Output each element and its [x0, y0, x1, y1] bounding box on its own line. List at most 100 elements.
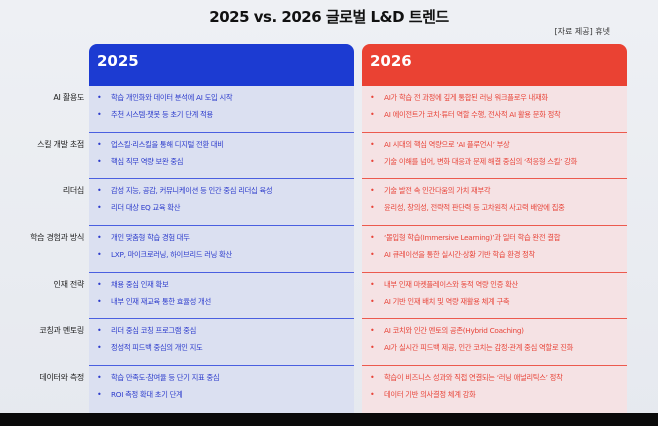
bullet-icon: • [370, 233, 375, 243]
list-item: • 학습이 비즈니스 성과와 직접 연결되는 ‘러닝 애널리틱스’ 정착 [362, 372, 627, 389]
bullet-icon: • [97, 156, 102, 166]
item-text: 기술 발전 속 인간다움의 가치 재부각 [384, 186, 491, 196]
bullet-icon: • [370, 139, 375, 149]
bullet-icon: • [370, 279, 375, 289]
item-text: 정성적 피드백 중심의 개인 지도 [111, 343, 203, 353]
column-header-2025: 2025 [89, 44, 354, 86]
list-item: • 기술 이해를 넘어, 변화 대응과 문제 해결 중심의 ‘적응형 스킬’ 강화 [362, 156, 627, 173]
bullet-icon: • [370, 343, 375, 353]
list-item: • 내부 인재 재교육 통한 효율성 개선 [89, 296, 354, 313]
column-header-2026: 2026 [362, 44, 627, 86]
list-item: • AI 기반 인재 배치 및 역량 재활용 체계 구축 [362, 296, 627, 313]
category-label: 학습 경험과 방식 [30, 233, 84, 243]
list-item: • 기술 발전 속 인간다움의 가치 재부각 [362, 185, 627, 202]
trend-row: • 업스킬·리스킬을 통해 디지털 전환 대비 • 핵심 직무 역량 보완 중심 [89, 133, 354, 180]
bullet-icon: • [370, 250, 375, 260]
list-item: • AI 코치와 인간 멘토의 공존(Hybrid Coaching) [362, 325, 627, 342]
list-item: • AI가 실시간 피드백 제공, 인간 코치는 감정·관계 중심 역할로 진화 [362, 342, 627, 359]
item-text: AI 기반 인재 배치 및 역량 재활용 체계 구축 [384, 296, 510, 306]
category-label: 스킬 개발 초점 [37, 139, 84, 149]
item-text: 추천 시스템·챗봇 등 초기 단계 적용 [111, 110, 213, 119]
item-text: 학습이 비즈니스 성과와 직접 연결되는 ‘러닝 애널리틱스’ 정착 [384, 373, 563, 383]
item-text: 내부 인재 재교육 통한 효율성 개선 [111, 296, 211, 306]
item-text: 데이터 기반 의사결정 체계 강화 [384, 390, 476, 400]
category-labels: AI 활용도 스킬 개발 초점 리더십 학습 경험과 방식 인재 전략 코칭과 멘토링 데이… [0, 86, 84, 413]
list-item: • 윤리성, 창의성, 전략적 판단력 등 고차원적 사고력 배양에 집중 [362, 202, 627, 219]
list-item: • ROI 측정 확대 초기 단계 [89, 389, 354, 406]
item-text: AI 에이전트가 코치·튜터 역할 수행, 전사적 AI 활용 문화 정착 [384, 110, 561, 119]
bullet-icon: • [97, 296, 102, 306]
source-credit: [자료 제공] 휴넷 [554, 27, 611, 36]
column-2026: 2026 • AI가 학습 전 과정에 깊게 통합된 러닝 워크플로우 내재화 • A… [362, 44, 627, 413]
bullet-icon: • [370, 296, 375, 306]
list-item: • ‘몰입형 학습(Immersive Learning)’과 일터 학습 완전 … [362, 232, 627, 249]
list-item: • 리더 대상 EQ 교육 확산 [89, 202, 354, 219]
item-text: 핵심 직무 역량 보완 중심 [111, 156, 184, 166]
list-item: • 내부 인재 마켓플레이스와 동적 역량 인증 확산 [362, 279, 627, 296]
trend-row: • 학습이 비즈니스 성과와 직접 연결되는 ‘러닝 애널리틱스’ 정착 • 데이터 … [362, 366, 627, 413]
item-text: 리더 중심 코칭 프로그램 중심 [111, 326, 197, 336]
list-item: • AI가 학습 전 과정에 깊게 통합된 러닝 워크플로우 내재화 [362, 92, 627, 109]
list-item: • 학습 만족도·참여율 등 단기 지표 중심 [89, 372, 354, 389]
trend-row: • 리더 중심 코칭 프로그램 중심 • 정성적 피드백 중심의 개인 지도 [89, 319, 354, 367]
bullet-icon: • [97, 343, 102, 353]
list-item: • 학습 개인화와 데이터 분석에 AI 도입 시작 [89, 92, 354, 109]
trend-row: • AI 코치와 인간 멘토의 공존(Hybrid Coaching) • AI가 실… [362, 319, 627, 367]
item-text: 감성 지능, 공감, 커뮤니케이션 등 인간 중심 리더십 육성 [111, 186, 273, 196]
item-text: AI 코치와 인간 멘토의 공존(Hybrid Coaching) [384, 326, 524, 336]
item-text: AI 큐레이션을 통한 실시간·상황 기반 학습 환경 정착 [384, 250, 535, 260]
item-text: 기술 이해를 넘어, 변화 대응과 문제 해결 중심의 ‘적응형 스킬’ 강화 [384, 156, 577, 166]
bullet-icon: • [97, 186, 102, 196]
bullet-icon: • [370, 203, 375, 213]
bullet-icon: • [97, 373, 102, 383]
column-body-2026: • AI가 학습 전 과정에 깊게 통합된 러닝 워크플로우 내재화 • AI 에이전… [362, 86, 627, 413]
list-item: • 리더 중심 코칭 프로그램 중심 [89, 325, 354, 342]
trend-row: • 기술 발전 속 인간다움의 가치 재부각 • 윤리성, 창의성, 전략적 판단력 … [362, 179, 627, 227]
list-item: • 정성적 피드백 중심의 개인 지도 [89, 342, 354, 359]
item-text: ‘몰입형 학습(Immersive Learning)’과 일터 학습 완전 결… [384, 233, 561, 243]
item-text: 업스킬·리스킬을 통해 디지털 전환 대비 [111, 139, 224, 149]
list-item: • AI 에이전트가 코치·튜터 역할 수행, 전사적 AI 활용 문화 정착 [362, 109, 627, 126]
list-item: • AI 시대의 핵심 역량으로 ‘AI 플루언시’ 부상 [362, 139, 627, 156]
bottom-bar [0, 413, 658, 426]
item-text: ROI 측정 확대 초기 단계 [111, 390, 183, 400]
bullet-icon: • [370, 186, 375, 196]
item-text: AI가 실시간 피드백 제공, 인간 코치는 감정·관계 중심 역할로 진화 [384, 343, 574, 353]
list-item: • 업스킬·리스킬을 통해 디지털 전환 대비 [89, 139, 354, 156]
category-label: 데이터와 측정 [39, 373, 84, 383]
list-item: • 개인 맞춤형 학습 경험 대두 [89, 232, 354, 249]
trend-row: • AI가 학습 전 과정에 깊게 통합된 러닝 워크플로우 내재화 • AI 에이전… [362, 86, 627, 133]
trend-row: • 감성 지능, 공감, 커뮤니케이션 등 인간 중심 리더십 육성 • 리더 대상 … [89, 179, 354, 227]
bullet-icon: • [370, 373, 375, 383]
bullet-icon: • [97, 203, 102, 213]
list-item: • 감성 지능, 공감, 커뮤니케이션 등 인간 중심 리더십 육성 [89, 185, 354, 202]
trend-row: • 학습 만족도·참여율 등 단기 지표 중심 • ROI 측정 확대 초기 단계 [89, 366, 354, 413]
list-item: • 채용 중심 인재 확보 [89, 279, 354, 296]
category-label: AI 활용도 [53, 93, 84, 102]
item-text: 학습 개인화와 데이터 분석에 AI 도입 시작 [111, 93, 233, 102]
list-item: • 핵심 직무 역량 보완 중심 [89, 156, 354, 173]
item-text: 윤리성, 창의성, 전략적 판단력 등 고차원적 사고력 배양에 집중 [384, 203, 565, 213]
bullet-icon: • [370, 93, 375, 102]
list-item: • 데이터 기반 의사결정 체계 강화 [362, 389, 627, 406]
column-body-2025: • 학습 개인화와 데이터 분석에 AI 도입 시작 • 추천 시스템·챗봇 등 초기… [89, 86, 354, 413]
item-text: 채용 중심 인재 확보 [111, 279, 169, 289]
page-title: 2025 vs. 2026 글로벌 L&D 트렌드 [209, 8, 449, 26]
trend-row: • 채용 중심 인재 확보 • 내부 인재 재교육 통한 효율성 개선 [89, 273, 354, 320]
bullet-icon: • [370, 156, 375, 166]
bullet-icon: • [97, 326, 102, 336]
list-item: • 추천 시스템·챗봇 등 초기 단계 적용 [89, 109, 354, 126]
trend-row: • 내부 인재 마켓플레이스와 동적 역량 인증 확산 • AI 기반 인재 배치 및… [362, 273, 627, 320]
trend-row: • 학습 개인화와 데이터 분석에 AI 도입 시작 • 추천 시스템·챗봇 등 초기… [89, 86, 354, 133]
bullet-icon: • [97, 93, 102, 102]
category-label: 리더십 [62, 186, 84, 196]
column-2025: 2025 • 학습 개인화와 데이터 분석에 AI 도입 시작 • 추천 시스템·챗봇… [89, 44, 354, 413]
list-item: • AI 큐레이션을 통한 실시간·상황 기반 학습 환경 정착 [362, 249, 627, 266]
item-text: 리더 대상 EQ 교육 확산 [111, 203, 181, 213]
item-text: 개인 맞춤형 학습 경험 대두 [111, 233, 190, 243]
bullet-icon: • [97, 233, 102, 243]
item-text: AI가 학습 전 과정에 깊게 통합된 러닝 워크플로우 내재화 [384, 93, 548, 102]
bullet-icon: • [370, 110, 375, 119]
trend-row: • ‘몰입형 학습(Immersive Learning)’과 일터 학습 완전 … [362, 226, 627, 273]
category-label: 인재 전략 [53, 279, 85, 289]
